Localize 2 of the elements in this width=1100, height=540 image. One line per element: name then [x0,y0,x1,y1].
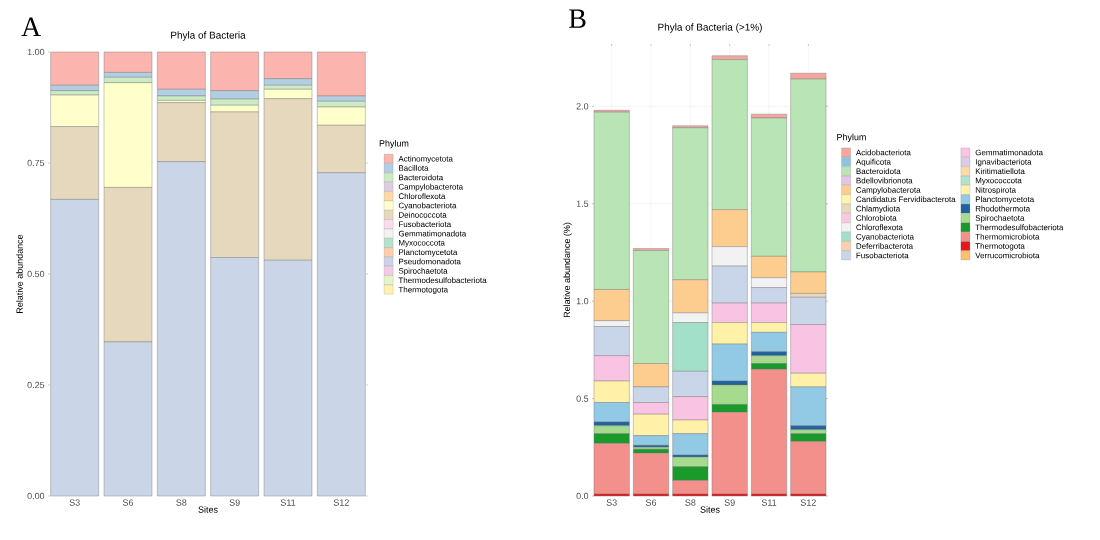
text: A [21,17,41,37]
text: B [569,9,586,28]
